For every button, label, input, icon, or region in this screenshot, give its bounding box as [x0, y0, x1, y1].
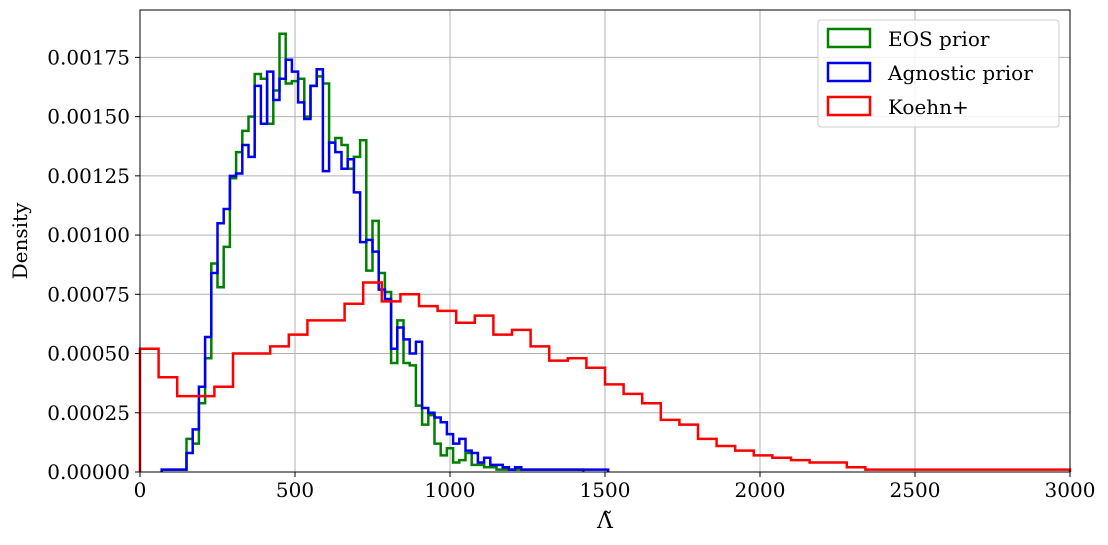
legend-swatch-agnostic-prior [826, 61, 872, 83]
legend-label-koehn: Koehn+ [888, 95, 969, 119]
x-axis: 0 500 1000 1500 2000 2500 3000 [134, 472, 1096, 502]
legend: EOS prior Agnostic prior Koehn+ [817, 19, 1060, 128]
y-tick-label: 0.00000 [47, 460, 130, 484]
series-layer [138, 32, 1072, 472]
y-tick-label: 0.00125 [47, 164, 130, 188]
legend-swatch-koehn [826, 95, 872, 117]
y-tick-label: 0.00100 [47, 223, 130, 247]
x-tick-label: 1500 [580, 478, 631, 502]
x-tick-label: 2000 [735, 478, 786, 502]
x-tick-label: 1000 [425, 478, 476, 502]
y-tick-label: 0.00025 [47, 401, 130, 425]
y-tick-label: 0.00175 [47, 45, 130, 69]
x-tick-label: 0 [134, 478, 147, 502]
y-axis-label: Density [8, 202, 32, 279]
series-step-agnostic-prior [160, 58, 610, 472]
x-tick-label: 2500 [890, 478, 941, 502]
x-tick-label: 3000 [1045, 478, 1096, 502]
series-step-koehn [138, 281, 1072, 472]
y-tick-label: 0.00075 [47, 282, 130, 306]
legend-label-eos-prior: EOS prior [888, 27, 990, 51]
legend-box [817, 19, 1060, 128]
legend-swatch-eos-prior [826, 27, 872, 49]
y-tick-label: 0.00150 [47, 105, 130, 129]
legend-label-agnostic-prior: Agnostic prior [887, 61, 1033, 85]
y-axis: 0.00000 0.00025 0.00050 0.00075 0.00100 0.001… [47, 45, 140, 484]
x-axis-label: Λ̃ [596, 509, 614, 534]
x-tick-label: 500 [276, 478, 314, 502]
y-tick-label: 0.00050 [47, 342, 130, 366]
